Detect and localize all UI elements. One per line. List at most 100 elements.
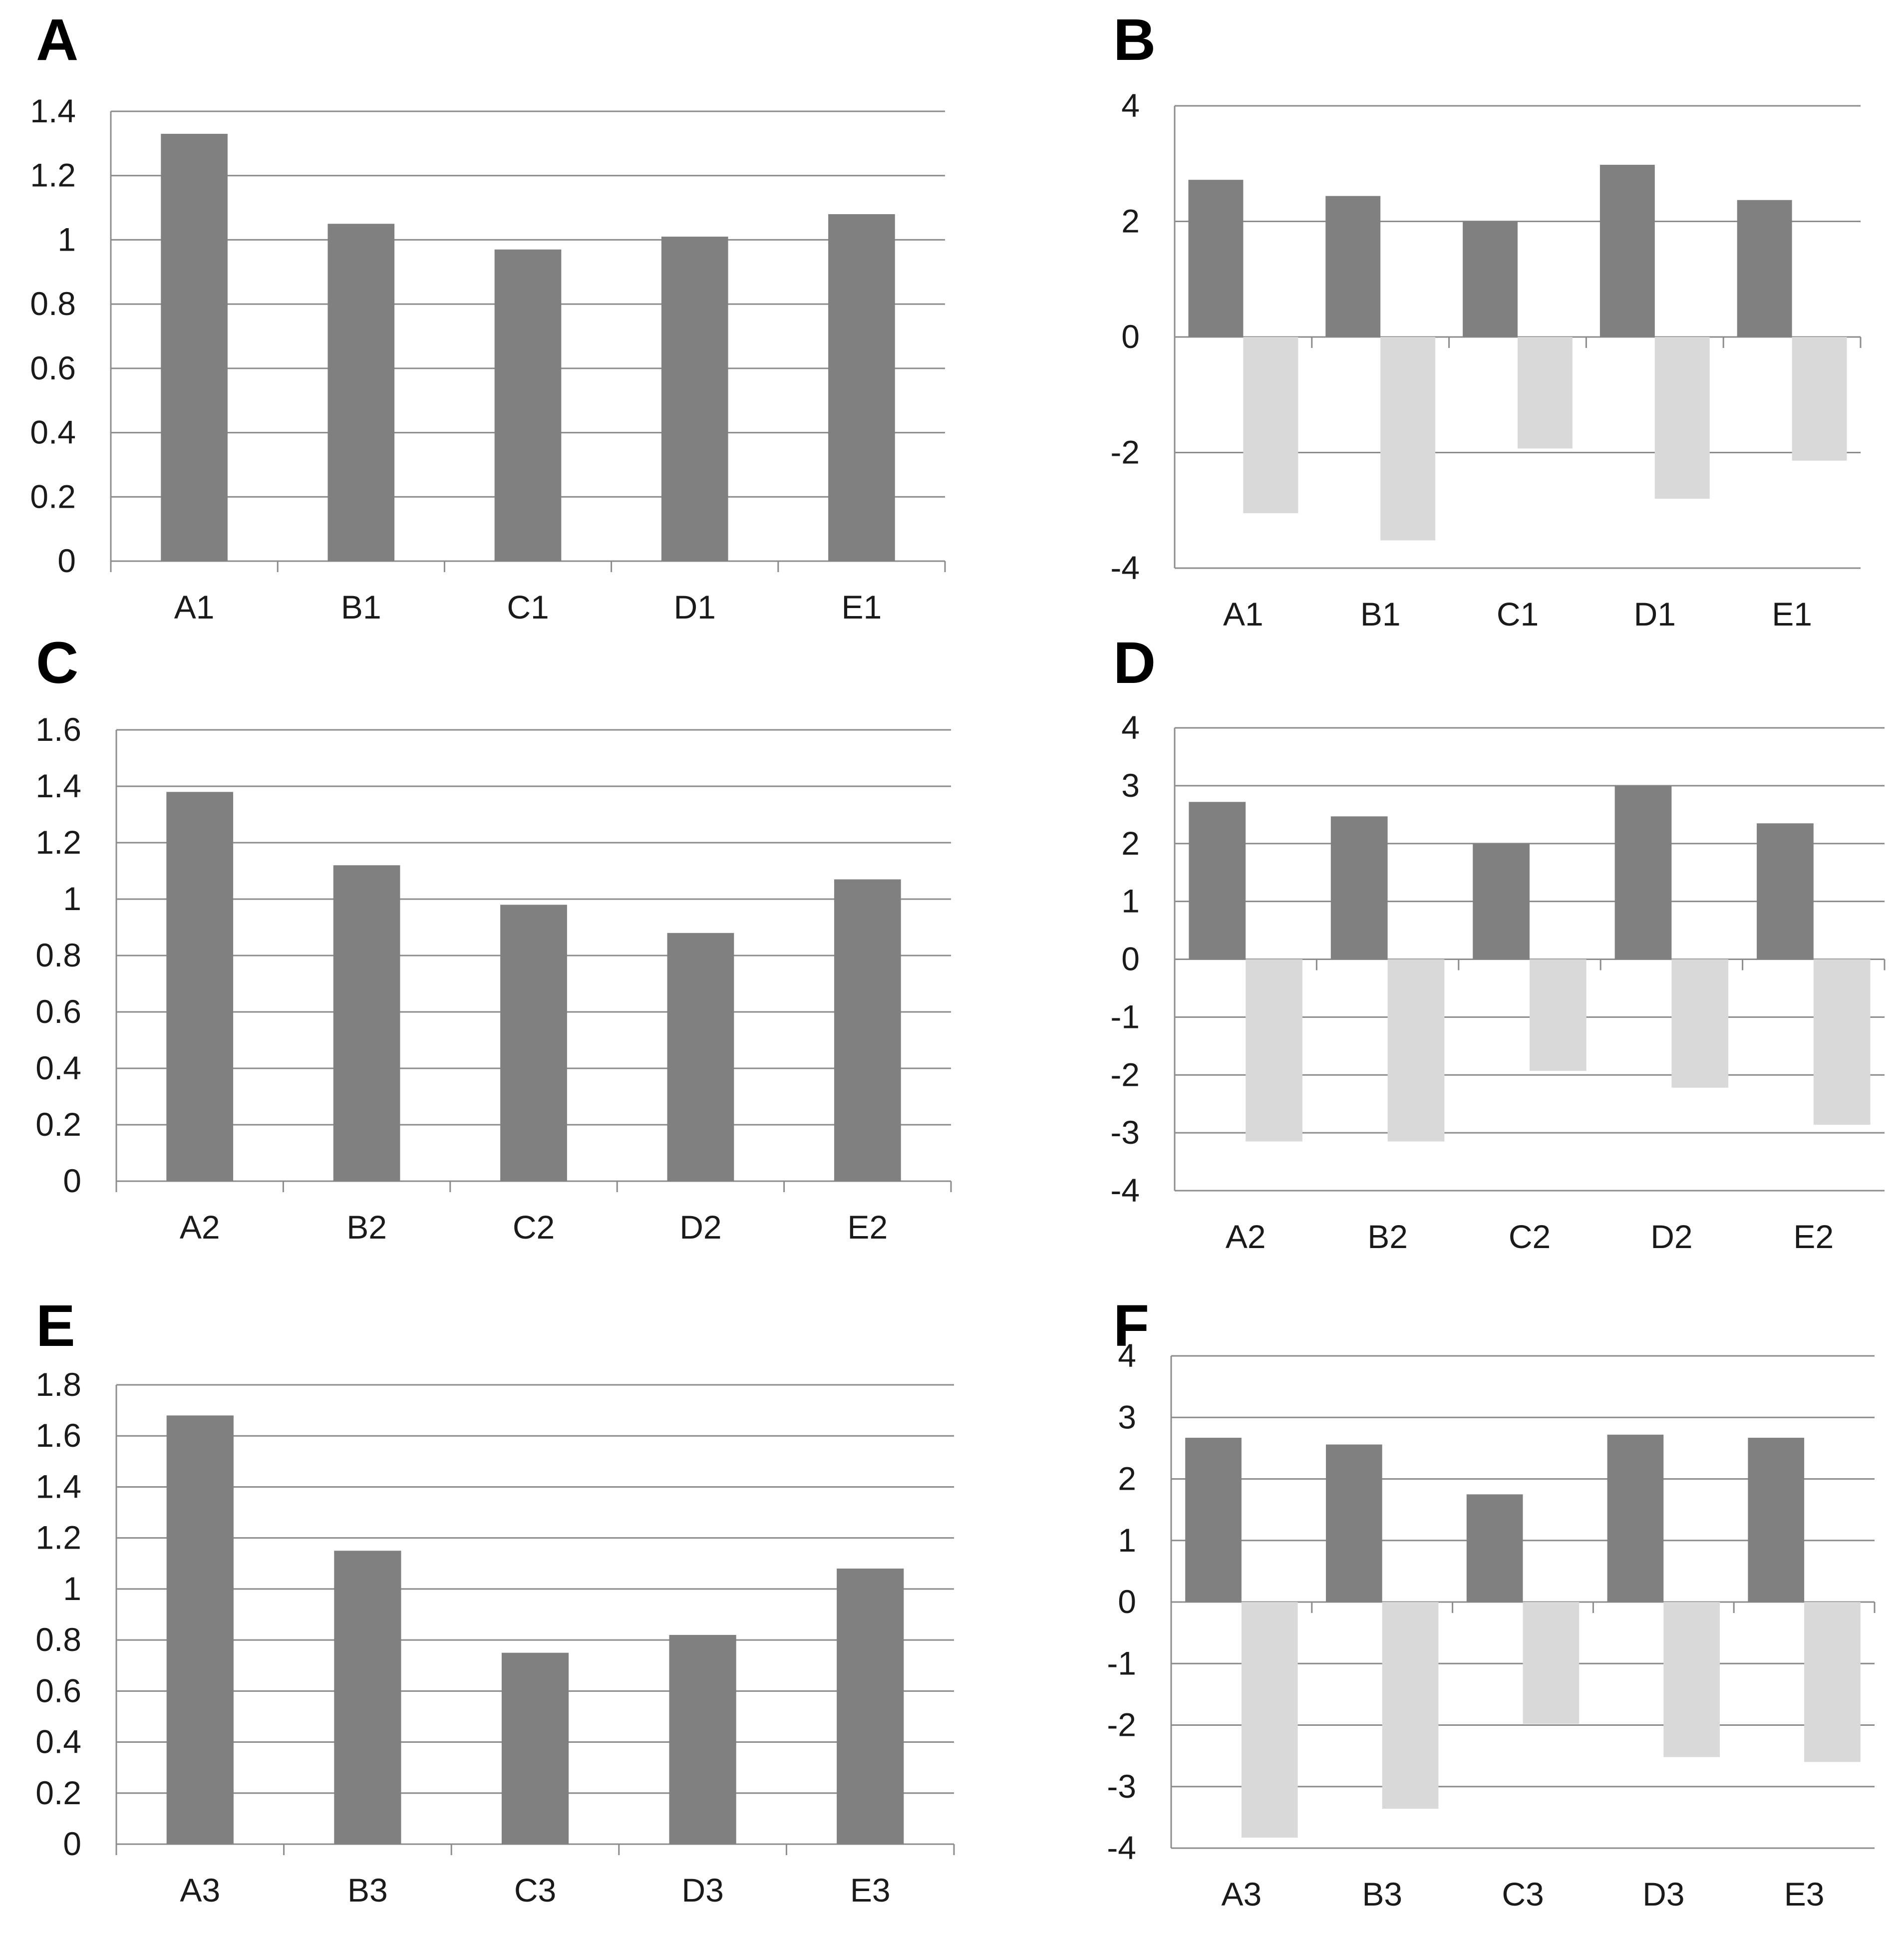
y-tick-label: -2	[1110, 434, 1140, 471]
y-tick-label: -2	[1110, 1056, 1140, 1093]
bar	[1466, 1494, 1523, 1602]
bar	[494, 249, 562, 561]
bar	[1813, 959, 1871, 1125]
panel-label: E	[36, 1293, 75, 1359]
y-tick-label: 0.2	[35, 1774, 81, 1811]
y-tick-label: 1.4	[35, 1468, 81, 1505]
bar	[1792, 337, 1847, 461]
chart-panel-b: B -4 -2 0 2 4 A1 B1 C1 D1 E1	[1110, 7, 1862, 633]
x-category-label: A3	[180, 1872, 220, 1909]
x-category-label: D1	[1634, 596, 1676, 633]
bar	[837, 1569, 904, 1844]
y-tick-label: 1.4	[35, 767, 81, 804]
y-tick-label: 4	[1118, 1337, 1136, 1374]
bar	[1241, 1602, 1298, 1838]
bar	[1473, 843, 1530, 960]
chart-panel-e: E 0 0.2 0.4 0.6 0.8 1 1.2 1.4 1.6 1.8 A3 B3 C3 D3 E3	[35, 1293, 955, 1909]
y-tick-label: -3	[1110, 1114, 1140, 1151]
panel-label: F	[1113, 1293, 1149, 1359]
y-tick-label: 0.6	[35, 1672, 81, 1709]
y-tick-label: 0.2	[35, 1106, 81, 1143]
y-tick-label: 2	[1118, 1460, 1136, 1497]
bar	[327, 224, 395, 561]
bar	[834, 879, 901, 1181]
y-tick-label: 1.4	[30, 92, 76, 129]
bar	[1607, 1434, 1664, 1602]
y-tick-label: 1.2	[30, 157, 76, 194]
chart-panel-a: A 0 0.2 0.4 0.6 0.8 1 1.2 1.4 A1 B1 C1 D1 E1	[30, 7, 946, 626]
x-category-label: C1	[1497, 596, 1539, 633]
y-tick-label: 2	[1121, 825, 1140, 862]
bar	[500, 905, 567, 1181]
bar	[1330, 816, 1388, 960]
x-category-label: E1	[842, 589, 882, 626]
y-tick-label: -2	[1107, 1706, 1136, 1743]
y-tick-label: 0.4	[35, 1049, 81, 1086]
panel-label: A	[36, 7, 78, 73]
bar	[1463, 221, 1518, 337]
y-tick-label: 0.8	[30, 285, 76, 322]
x-category-label: A1	[1223, 596, 1264, 633]
y-tick-label: -1	[1110, 998, 1140, 1035]
y-tick-label: 4	[1121, 709, 1140, 746]
bar	[1614, 785, 1672, 960]
bar	[1654, 337, 1710, 499]
bar	[1518, 337, 1573, 449]
panel-label: D	[1113, 630, 1156, 696]
x-category-label: E1	[1772, 596, 1812, 633]
panel-label: B	[1113, 7, 1156, 73]
y-tick-label: 0	[63, 1825, 81, 1862]
x-category-label: C2	[513, 1209, 555, 1246]
x-category-label: E3	[850, 1872, 891, 1909]
y-tick-label: -4	[1107, 1829, 1136, 1866]
y-tick-label: 1	[57, 221, 76, 258]
bar	[667, 933, 734, 1181]
y-tick-label: 0	[63, 1162, 81, 1199]
bar	[1243, 337, 1298, 514]
y-tick-label: 1.6	[35, 711, 81, 748]
y-tick-label: 4	[1121, 87, 1140, 124]
x-category-label: A2	[1226, 1218, 1266, 1255]
y-tick-label: 1	[63, 880, 81, 917]
y-tick-label: 0.2	[30, 478, 76, 515]
bar	[1246, 959, 1302, 1142]
bar	[166, 1415, 234, 1844]
x-category-label: C3	[1502, 1876, 1544, 1913]
y-tick-label: 2	[1121, 203, 1140, 240]
y-tick-label: 1.2	[35, 1519, 81, 1556]
bar	[1188, 180, 1244, 337]
bar	[1663, 1602, 1720, 1757]
x-category-label: E2	[1793, 1218, 1834, 1255]
bar	[1325, 1444, 1382, 1602]
y-tick-label: -4	[1110, 1172, 1140, 1209]
bar	[1748, 1437, 1805, 1602]
y-tick-label: 0.4	[35, 1723, 81, 1760]
bar	[828, 214, 895, 561]
x-category-label: B2	[1367, 1218, 1408, 1255]
bar	[1325, 196, 1381, 337]
y-tick-label: 3	[1121, 767, 1140, 804]
x-category-label: E2	[847, 1209, 888, 1246]
chart-panel-c: C 0 0.2 0.4 0.6 0.8 1 1.2 1.4 1.6 A2 B2 C2 D2 E2	[35, 630, 952, 1246]
x-category-label: A2	[180, 1209, 220, 1246]
bar	[1530, 959, 1587, 1071]
x-category-label: E3	[1784, 1876, 1825, 1913]
bar	[1599, 165, 1655, 337]
x-category-label: B1	[341, 589, 381, 626]
y-tick-label: 1.8	[35, 1366, 81, 1403]
x-category-label: B3	[1362, 1876, 1402, 1913]
bar	[1380, 337, 1436, 541]
bar	[334, 1551, 401, 1844]
y-tick-label: 1	[1118, 1522, 1136, 1559]
y-tick-label: 0.6	[35, 993, 81, 1030]
x-category-label: B1	[1360, 596, 1401, 633]
y-tick-label: 1.2	[35, 824, 81, 861]
y-tick-label: 0.6	[30, 349, 76, 386]
y-tick-label: 0.8	[35, 937, 81, 973]
chart-panel-f: F -4 -3 -2 -1 0 1 2 3 4 A3 B3 C3 D3 E3	[1107, 1293, 1876, 1913]
y-tick-label: 1.6	[35, 1417, 81, 1454]
bar	[501, 1652, 569, 1844]
bar	[661, 236, 728, 561]
x-category-label: B2	[346, 1209, 387, 1246]
bar	[1185, 1437, 1242, 1602]
